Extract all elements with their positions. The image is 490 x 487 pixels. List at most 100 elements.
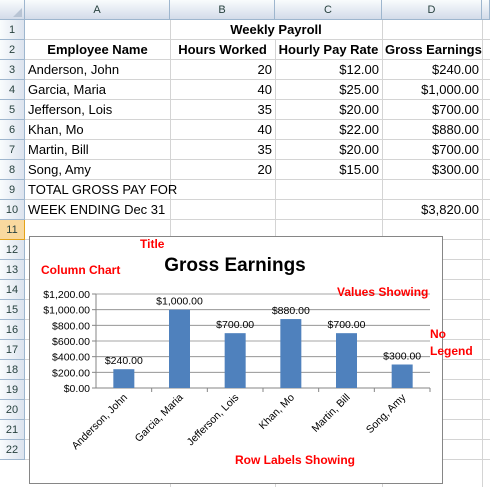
sheet-title[interactable]: Weekly Payroll	[230, 22, 322, 37]
hours-worked-cell[interactable]: 20	[257, 62, 272, 77]
row-header-8[interactable]: 8	[0, 160, 25, 180]
row-header-9[interactable]: 9	[0, 180, 25, 200]
bar-3	[280, 319, 302, 388]
row-header-15[interactable]: 15	[0, 300, 25, 320]
employee-name-cell[interactable]: Martin, Bill	[28, 142, 89, 157]
category-label: Martin, Bill	[309, 392, 352, 435]
category-label: Jefferson, Lois	[185, 392, 242, 449]
category-label: Garcia, Maria	[133, 392, 186, 445]
column-header-e[interactable]	[482, 0, 490, 20]
row-header-1[interactable]: 1	[0, 20, 25, 40]
hours-worked-cell[interactable]: 20	[257, 162, 272, 177]
row-header-13[interactable]: 13	[0, 260, 25, 280]
hourly-rate-cell[interactable]: $22.00	[339, 122, 379, 137]
hours-worked-cell[interactable]: 35	[257, 142, 272, 157]
total-label-line1[interactable]: TOTAL GROSS PAY FOR	[28, 182, 178, 197]
category-label: Song, Amy	[364, 391, 409, 436]
data-label: $240.00	[105, 355, 143, 367]
hours-worked-cell[interactable]: 40	[257, 122, 272, 137]
annotation-legend: Legend	[430, 344, 473, 358]
gridline	[482, 20, 483, 487]
hours-worked-cell[interactable]: 35	[257, 102, 272, 117]
row-header-10[interactable]: 10	[0, 200, 25, 220]
gross-earnings-cell[interactable]: $240.00	[432, 62, 479, 77]
column-header-b[interactable]: B	[170, 0, 275, 20]
row-header-11[interactable]: 11	[0, 220, 25, 240]
gross-earnings-cell[interactable]: $700.00	[432, 142, 479, 157]
gridline	[25, 99, 490, 100]
chart-canvas: Gross Earnings $0.00 $200.00 $400.00 $600.00…	[43, 255, 431, 452]
gross-earnings-chart[interactable]: Gross Earnings $0.00 $200.00 $400.00 $600.00…	[29, 236, 443, 484]
row-header-7[interactable]: 7	[0, 140, 25, 160]
hourly-rate-cell[interactable]: $20.00	[339, 102, 379, 117]
y-tick-label: $1,200.00	[43, 289, 90, 301]
header-hours-worked[interactable]: Hours Worked	[178, 42, 267, 57]
gross-earnings-cell[interactable]: $700.00	[432, 102, 479, 117]
annotation-no: No	[430, 327, 446, 341]
total-gross-pay[interactable]: $3,820.00	[421, 202, 479, 217]
employee-name-cell[interactable]: Jefferson, Lois	[28, 102, 113, 117]
gridline	[25, 139, 490, 140]
select-all-button[interactable]	[0, 0, 25, 20]
row-header-19[interactable]: 19	[0, 380, 25, 400]
hourly-rate-cell[interactable]: $12.00	[339, 62, 379, 77]
bar-1	[169, 309, 190, 388]
category-label: Khan, Mo	[257, 392, 297, 432]
gross-earnings-cell[interactable]: $300.00	[432, 162, 479, 177]
bar-4	[336, 333, 357, 388]
gridline	[25, 219, 490, 220]
header-hourly-pay-rate[interactable]: Hourly Pay Rate	[278, 42, 379, 57]
employee-name-cell[interactable]: Garcia, Maria	[28, 82, 107, 97]
row-header-14[interactable]: 14	[0, 280, 25, 300]
row-header-4[interactable]: 4	[0, 80, 25, 100]
chart-title: Gross Earnings	[164, 255, 306, 276]
row-header-2[interactable]: 2	[0, 40, 25, 60]
y-tick-label: $1,000.00	[43, 305, 90, 317]
data-label: $1,000.00	[156, 296, 203, 308]
gridline	[25, 79, 490, 80]
hours-worked-cell[interactable]: 40	[257, 82, 272, 97]
y-tick-label: $800.00	[52, 320, 90, 332]
gross-earnings-cell[interactable]: $1,000.00	[421, 82, 479, 97]
annotation-row-labels: Row Labels Showing	[235, 453, 356, 467]
annotation-title: Title	[140, 237, 165, 251]
row-header-6[interactable]: 6	[0, 120, 25, 140]
data-label: $700.00	[328, 319, 366, 331]
header-gross-earnings[interactable]: Gross Earnings	[385, 42, 482, 57]
row-header-3[interactable]: 3	[0, 60, 25, 80]
row-header-20[interactable]: 20	[0, 400, 25, 420]
hourly-rate-cell[interactable]: $25.00	[339, 82, 379, 97]
gridline	[25, 199, 490, 200]
annotation-column-chart: Column Chart	[41, 263, 121, 277]
column-header-a[interactable]: A	[25, 0, 170, 20]
employee-name-cell[interactable]: Khan, Mo	[28, 122, 84, 137]
data-label: $700.00	[216, 319, 254, 331]
gridline	[25, 159, 490, 160]
y-tick-label: $0.00	[64, 383, 90, 395]
row-header-21[interactable]: 21	[0, 420, 25, 440]
total-label-line2[interactable]: WEEK ENDING Dec 31	[28, 202, 166, 217]
header-employee-name[interactable]: Employee Name	[47, 42, 148, 57]
y-tick-label: $600.00	[52, 336, 90, 348]
row-header-5[interactable]: 5	[0, 100, 25, 120]
row-header-16[interactable]: 16	[0, 320, 25, 340]
bar-5	[391, 364, 413, 388]
y-tick-label: $400.00	[52, 352, 90, 364]
column-header-c[interactable]: C	[275, 0, 382, 20]
gridline	[25, 179, 490, 180]
row-header-12[interactable]: 12	[0, 240, 25, 260]
bar-0	[113, 369, 135, 388]
employee-name-cell[interactable]: Song, Amy	[28, 162, 91, 177]
column-header-d[interactable]: D	[382, 0, 482, 20]
hourly-rate-cell[interactable]: $15.00	[339, 162, 379, 177]
row-header-22[interactable]: 22	[0, 440, 25, 460]
row-header-17[interactable]: 17	[0, 340, 25, 360]
gross-earnings-cell[interactable]: $880.00	[432, 122, 479, 137]
gridline	[25, 59, 490, 60]
data-label: $300.00	[383, 351, 421, 363]
row-header-18[interactable]: 18	[0, 360, 25, 380]
employee-name-cell[interactable]: Anderson, John	[28, 62, 120, 77]
hourly-rate-cell[interactable]: $20.00	[339, 142, 379, 157]
gridline	[25, 39, 490, 40]
